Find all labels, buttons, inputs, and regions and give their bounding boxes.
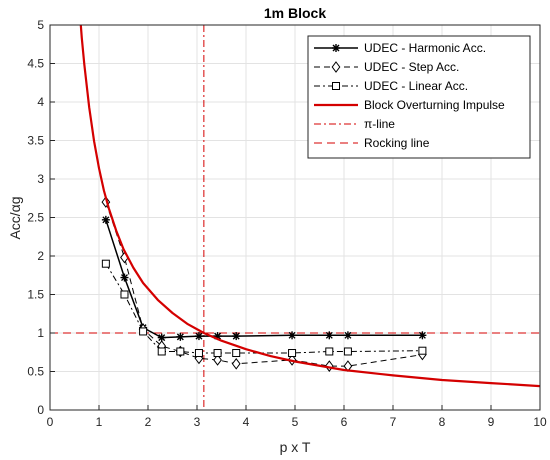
- x-tick-label: 6: [341, 415, 348, 429]
- square-marker: [288, 349, 297, 358]
- x-tick-label: 0: [47, 415, 54, 429]
- square-marker: [232, 349, 241, 358]
- series-0: [101, 215, 427, 342]
- square-marker: [194, 349, 203, 358]
- star-marker: [120, 273, 129, 282]
- star-stroke: [418, 331, 426, 339]
- star-stroke: [332, 44, 340, 52]
- series-line: [105, 263, 423, 354]
- star-marker: [332, 44, 340, 52]
- x-tick-label: 5: [292, 415, 299, 429]
- x-tick-label: 7: [390, 415, 397, 429]
- x-tick-label: 2: [145, 415, 152, 429]
- x-tick-label: 8: [439, 415, 446, 429]
- diamond-marker: [213, 354, 222, 366]
- star-stroke: [288, 331, 296, 339]
- legend-entry: Block Overturning Impulse: [314, 98, 505, 112]
- legend-entry: UDEC - Harmonic Acc.: [314, 41, 486, 55]
- square-marker: [157, 347, 166, 356]
- x-axis-label: p x T: [280, 439, 311, 455]
- series-line: [105, 219, 423, 339]
- star-marker: [325, 331, 334, 340]
- reference-lines: [50, 25, 540, 410]
- y-tick-label: 1: [37, 326, 44, 340]
- legend-label: UDEC - Linear Acc.: [364, 79, 468, 93]
- legend-label: Block Overturning Impulse: [364, 98, 505, 112]
- series-1: [101, 196, 427, 372]
- star-marker: [418, 331, 427, 340]
- star-stroke: [325, 331, 333, 339]
- y-tick-label: 4.5: [27, 57, 44, 71]
- y-tick-label: 2: [37, 249, 44, 263]
- x-tick-label: 4: [243, 415, 250, 429]
- y-tick-label: 2.5: [27, 211, 44, 225]
- legend-label: π-line: [364, 117, 395, 131]
- series-3: [79, 25, 540, 388]
- square-marker: [343, 347, 352, 356]
- star-marker: [101, 215, 110, 224]
- star-stroke: [158, 334, 166, 342]
- legend-entry: UDEC - Linear Acc.: [314, 79, 468, 93]
- square-marker: [213, 349, 222, 358]
- star-stroke: [176, 333, 184, 341]
- diamond-marker: [331, 61, 341, 73]
- x-tick-label: 1: [96, 415, 103, 429]
- square-marker: [418, 346, 427, 355]
- y-axis-ticks: 0 0.5 1 1.5 2 2.5 3 3.5 4 4.5 5: [27, 18, 55, 417]
- star-marker: [194, 332, 203, 341]
- star-stroke: [120, 274, 128, 282]
- y-tick-label: 0.5: [27, 365, 44, 379]
- legend-label: UDEC - Step Acc.: [364, 60, 459, 74]
- star-marker: [343, 331, 352, 340]
- star-stroke: [344, 331, 352, 339]
- square-marker: [176, 347, 185, 356]
- star-marker: [176, 332, 185, 341]
- legend: UDEC - Harmonic Acc. UDEC - Step Acc. UDEC…: [307, 35, 531, 159]
- legend-box: [307, 35, 531, 159]
- square-marker: [325, 347, 334, 356]
- legend-label: UDEC - Harmonic Acc.: [364, 41, 486, 55]
- y-tick-label: 5: [37, 18, 44, 32]
- star-marker: [157, 333, 166, 342]
- diamond-marker: [231, 357, 241, 370]
- x-tick-label: 9: [488, 415, 495, 429]
- star-marker: [288, 331, 297, 340]
- y-tick-label: 0: [37, 403, 44, 417]
- legend-entry: Rocking line: [314, 136, 430, 150]
- y-axis-label: Acc/αg: [7, 196, 23, 239]
- x-tick-label: 10: [533, 415, 547, 429]
- y-tick-label: 4: [37, 95, 44, 109]
- square-marker: [120, 290, 129, 299]
- series-line: [79, 25, 540, 388]
- legend-label: Rocking line: [364, 136, 430, 150]
- chart-title: 1m Block: [264, 5, 326, 21]
- legend-entry: π-line: [314, 117, 395, 131]
- square-marker: [332, 82, 340, 90]
- star-marker: [232, 332, 241, 341]
- star-stroke: [195, 332, 203, 340]
- legend-entry: UDEC - Step Acc.: [314, 60, 459, 74]
- series-layer: [79, 25, 540, 388]
- square-marker: [139, 327, 148, 336]
- y-tick-label: 3: [37, 172, 44, 186]
- square-marker: [101, 259, 110, 268]
- x-tick-label: 3: [194, 415, 201, 429]
- y-tick-label: 1.5: [27, 288, 44, 302]
- star-stroke: [102, 216, 110, 224]
- series-2: [101, 259, 427, 358]
- y-tick-label: 3.5: [27, 134, 44, 148]
- star-stroke: [232, 332, 240, 340]
- series-line: [105, 201, 423, 367]
- x-axis-ticks: 0 1 2 3 4 5 6 7 8 9 10: [47, 405, 547, 429]
